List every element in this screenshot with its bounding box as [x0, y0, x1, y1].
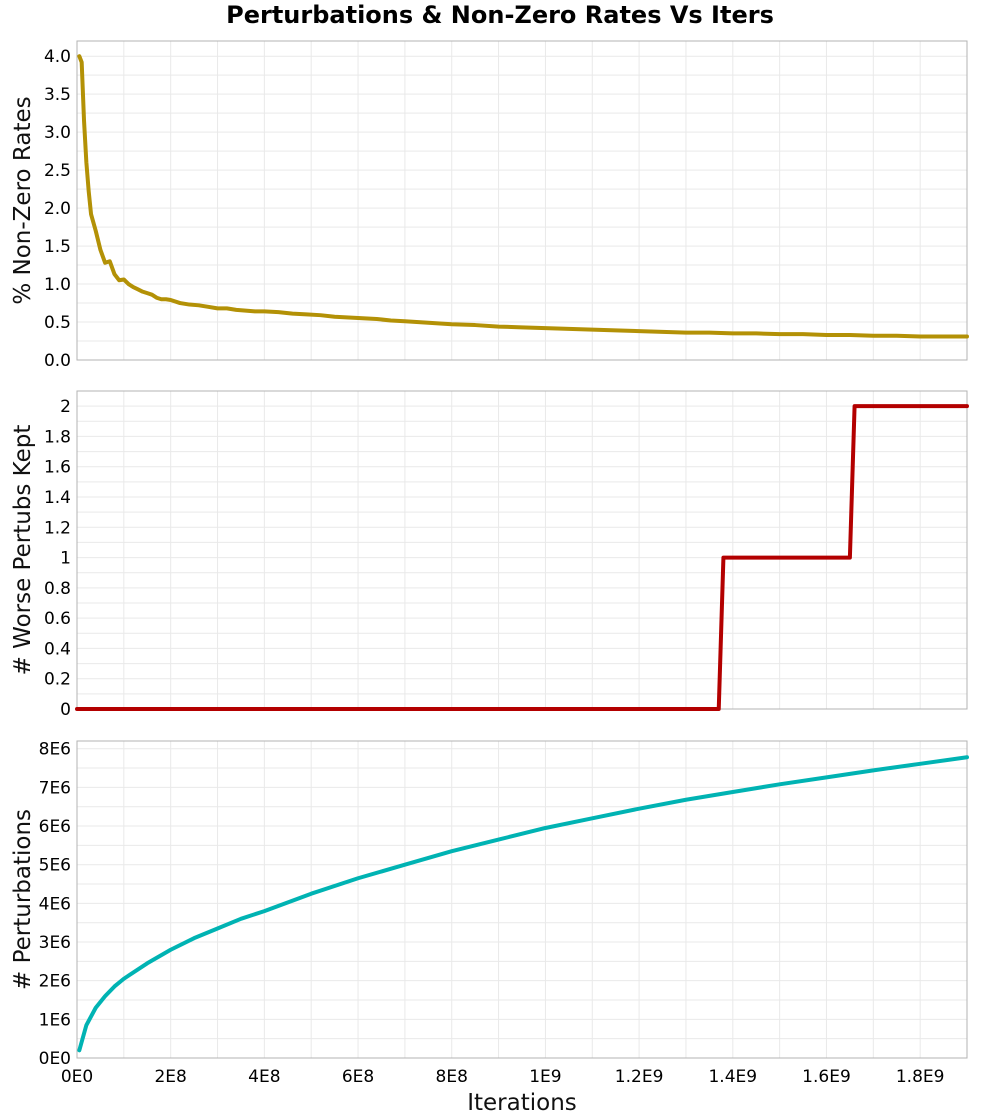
x-tick-label: 1.2E9	[615, 1067, 664, 1087]
y-tick-label: 4.0	[44, 47, 71, 67]
x-tick-label: 2E8	[154, 1067, 186, 1087]
y-tick-label: 1	[60, 549, 71, 569]
y-tick-label: 6E6	[39, 817, 71, 837]
y-tick-label: 7E6	[39, 778, 71, 798]
x-tick-label: 1.6E9	[802, 1067, 851, 1087]
y-tick-label: 5E6	[39, 856, 71, 876]
y-tick-label: 1.0	[44, 275, 71, 295]
panel-frame	[76, 390, 968, 710]
y-axis-label: # Perturbations	[10, 809, 36, 990]
y-tick-label: 1.8	[44, 427, 71, 447]
panel-frame	[76, 740, 968, 1059]
y-tick-label: 2.0	[44, 199, 71, 219]
y-tick-label: 0.8	[44, 579, 71, 599]
y-tick-label: 1.4	[44, 488, 71, 508]
y-tick-label: 8E6	[39, 740, 71, 760]
panel-2: 0 0.2 0.4 0.6 0.8 1 1.2 1.4 1.6 1.8 2 # Worse Pertu…	[10, 390, 969, 720]
x-tick-label: 0E0	[61, 1067, 93, 1087]
y-tick-label: 2.5	[44, 161, 71, 181]
y-tick-label: 3.5	[44, 85, 71, 105]
y-tick-label: 3E6	[39, 933, 71, 953]
y-tick-label: 0.6	[44, 609, 71, 629]
y-tick-label: 4E6	[39, 894, 71, 914]
y-tick-label: 0.4	[44, 639, 71, 659]
x-axis: 0E0 2E8 4E8 6E8 8E8 1E9 1.2E9 1.4E9 1.6E9 1.8E9	[61, 1067, 945, 1087]
series-line-1	[77, 54, 969, 339]
x-tick-label: 6E8	[342, 1067, 374, 1087]
x-axis-label: Iterations	[467, 1090, 577, 1116]
y-tick-label: 0.2	[44, 670, 71, 690]
panel-3: 0E0 1E6 2E6 3E6 4E6 5E6 6E6 7E6 8E6 # Perturbatio…	[10, 740, 969, 1069]
y-tick-label: 2	[60, 397, 71, 417]
x-tick-label: 1E9	[529, 1067, 561, 1087]
x-tick-label: 1.8E9	[896, 1067, 945, 1087]
y-tick-label: 1E6	[39, 1010, 71, 1030]
y-tick-label: 0.5	[44, 313, 71, 333]
panel-frame	[76, 40, 968, 361]
y-tick-label: 0.0	[44, 351, 71, 371]
x-tick-label: 8E8	[436, 1067, 468, 1087]
x-tick-label: 1.4E9	[708, 1067, 757, 1087]
y-tick-label: 2E6	[39, 972, 71, 992]
y-axis-label: % Non-Zero Rates	[10, 96, 36, 304]
y-tick-label: 0E0	[39, 1049, 71, 1069]
chart-panels: 0.0 0.5 1.0 1.5 2.0 2.5 3.0 3.5 4.0 % Non-Zero Ra…	[10, 40, 969, 1069]
y-tick-label: 1.6	[44, 458, 71, 478]
y-tick-label: 1.5	[44, 237, 71, 257]
x-tick-label: 4E8	[248, 1067, 280, 1087]
panel-1: 0.0 0.5 1.0 1.5 2.0 2.5 3.0 3.5 4.0 % Non-Zero Ra…	[10, 40, 969, 371]
series-line-2	[75, 404, 969, 711]
y-tick-label: 1.2	[44, 518, 71, 538]
y-tick-label: 0	[60, 700, 71, 720]
chart-title: Perturbations & Non-Zero Rates Vs Iters	[226, 1, 774, 29]
series-line-3	[77, 755, 969, 1053]
y-axis-label: # Worse Pertubs Kept	[10, 425, 36, 676]
y-tick-label: 3.0	[44, 123, 71, 143]
